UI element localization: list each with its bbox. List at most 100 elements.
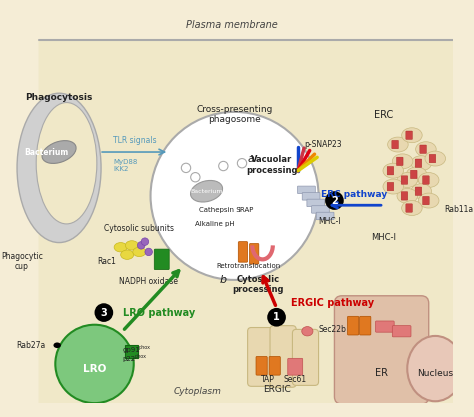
FancyBboxPatch shape — [247, 327, 274, 386]
Ellipse shape — [411, 184, 431, 198]
Text: Rab27a: Rab27a — [17, 341, 46, 350]
Ellipse shape — [419, 193, 439, 208]
FancyBboxPatch shape — [288, 358, 303, 375]
Text: Sec61: Sec61 — [283, 375, 307, 384]
FancyBboxPatch shape — [298, 186, 315, 193]
Ellipse shape — [36, 103, 97, 224]
Text: Phagocytosis: Phagocytosis — [26, 93, 93, 103]
Text: IRAP: IRAP — [238, 207, 254, 213]
Text: gp91: gp91 — [123, 347, 140, 353]
Circle shape — [325, 191, 344, 210]
Text: Cytosolic
processing: Cytosolic processing — [232, 275, 283, 294]
Text: 2: 2 — [331, 196, 338, 206]
Circle shape — [191, 173, 200, 182]
Text: Phagocytic
cup: Phagocytic cup — [1, 252, 43, 271]
Text: ERGIC pathway: ERGIC pathway — [291, 298, 374, 308]
Text: LRO pathway: LRO pathway — [123, 308, 195, 318]
FancyBboxPatch shape — [392, 326, 411, 337]
Text: Nucleus: Nucleus — [417, 369, 453, 378]
FancyBboxPatch shape — [406, 204, 412, 212]
FancyBboxPatch shape — [238, 241, 247, 262]
Text: ERC pathway: ERC pathway — [321, 190, 387, 198]
Ellipse shape — [416, 142, 436, 157]
Ellipse shape — [397, 173, 418, 188]
FancyBboxPatch shape — [423, 196, 429, 205]
FancyBboxPatch shape — [316, 212, 334, 220]
Circle shape — [137, 241, 145, 249]
Circle shape — [219, 161, 228, 171]
Ellipse shape — [411, 156, 431, 171]
Text: Cathepsin S: Cathepsin S — [199, 207, 241, 213]
Circle shape — [55, 325, 134, 403]
Ellipse shape — [302, 327, 313, 336]
Ellipse shape — [383, 179, 403, 194]
Ellipse shape — [392, 154, 413, 169]
FancyBboxPatch shape — [387, 166, 394, 175]
Text: ERGIC: ERGIC — [263, 384, 291, 394]
Text: phox: phox — [138, 344, 150, 349]
Ellipse shape — [125, 241, 138, 250]
Text: Alkaline pH: Alkaline pH — [195, 221, 235, 227]
FancyBboxPatch shape — [154, 249, 169, 270]
Text: Cytoplasm: Cytoplasm — [173, 387, 221, 397]
FancyBboxPatch shape — [406, 131, 412, 139]
FancyBboxPatch shape — [415, 159, 422, 168]
FancyBboxPatch shape — [401, 192, 408, 200]
Text: Cross-presenting
phagosome: Cross-presenting phagosome — [196, 105, 273, 124]
Text: MHC-I: MHC-I — [372, 234, 396, 242]
Ellipse shape — [383, 163, 403, 178]
Ellipse shape — [401, 128, 422, 143]
FancyBboxPatch shape — [38, 40, 453, 403]
Text: MHC-I: MHC-I — [319, 216, 341, 226]
Text: ERC: ERC — [374, 110, 393, 120]
Text: LRO: LRO — [83, 364, 106, 374]
Text: Bacterium: Bacterium — [190, 189, 223, 194]
FancyBboxPatch shape — [360, 317, 371, 335]
FancyBboxPatch shape — [270, 326, 296, 387]
FancyBboxPatch shape — [415, 187, 422, 196]
FancyBboxPatch shape — [429, 154, 436, 163]
FancyBboxPatch shape — [423, 176, 429, 184]
Text: 1: 1 — [273, 312, 280, 322]
FancyBboxPatch shape — [302, 193, 320, 200]
Ellipse shape — [406, 167, 427, 182]
Text: IKK2: IKK2 — [113, 166, 128, 172]
Circle shape — [141, 238, 149, 245]
Text: TAP: TAP — [261, 375, 275, 384]
Text: TLR signals: TLR signals — [113, 136, 156, 145]
Text: NADPH oxidase: NADPH oxidase — [119, 277, 178, 286]
Ellipse shape — [191, 181, 223, 202]
Circle shape — [151, 112, 319, 280]
Ellipse shape — [121, 250, 134, 259]
Ellipse shape — [419, 173, 439, 188]
Circle shape — [145, 248, 153, 256]
Text: 3: 3 — [100, 308, 107, 318]
Text: p-SNAP23: p-SNAP23 — [305, 140, 342, 149]
FancyBboxPatch shape — [397, 157, 403, 166]
FancyBboxPatch shape — [335, 296, 428, 404]
Ellipse shape — [42, 141, 76, 163]
Text: Bacterium: Bacterium — [24, 148, 68, 156]
Text: Sec22b: Sec22b — [319, 325, 346, 334]
Text: p22: p22 — [123, 356, 136, 362]
FancyBboxPatch shape — [420, 145, 427, 153]
FancyBboxPatch shape — [392, 141, 398, 149]
Circle shape — [237, 158, 246, 168]
Text: Retrotranslocation: Retrotranslocation — [217, 263, 281, 269]
FancyBboxPatch shape — [311, 206, 329, 213]
FancyBboxPatch shape — [401, 176, 408, 184]
Ellipse shape — [133, 247, 146, 256]
FancyBboxPatch shape — [387, 182, 394, 191]
Ellipse shape — [397, 188, 418, 203]
FancyBboxPatch shape — [410, 170, 417, 178]
FancyBboxPatch shape — [249, 244, 259, 264]
Text: Plasma membrane: Plasma membrane — [186, 20, 278, 30]
Ellipse shape — [407, 336, 463, 401]
Ellipse shape — [401, 201, 422, 216]
Ellipse shape — [54, 342, 61, 348]
Circle shape — [94, 303, 113, 322]
Text: b: b — [220, 275, 227, 285]
Text: MyD88: MyD88 — [113, 158, 137, 165]
FancyBboxPatch shape — [307, 199, 325, 207]
Text: ER: ER — [374, 368, 388, 378]
